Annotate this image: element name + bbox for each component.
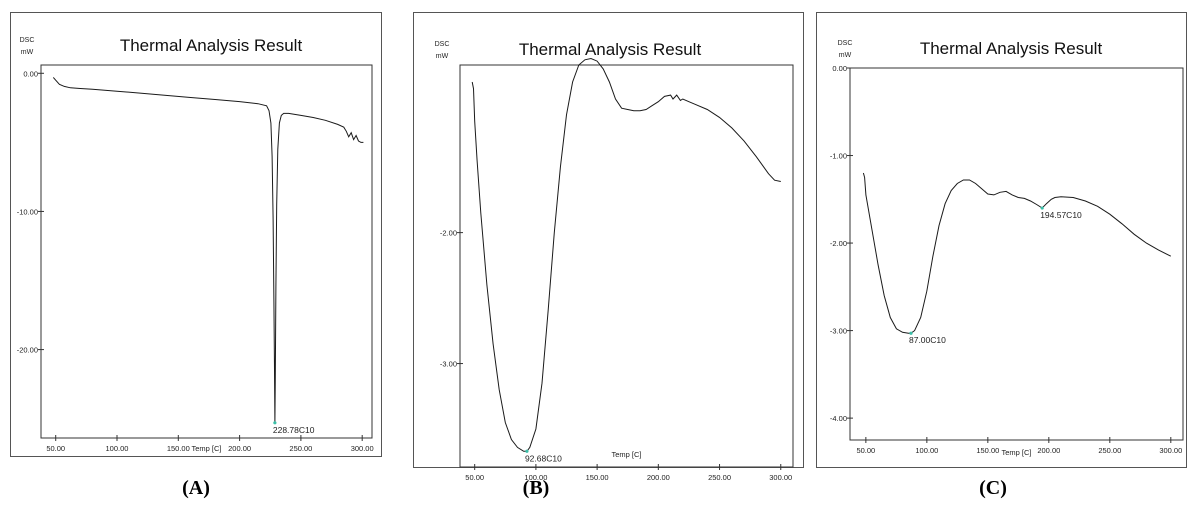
- y-tick-label: -2.00: [830, 239, 847, 248]
- y-tick-label: -10.00: [17, 207, 38, 216]
- peak-marker: [525, 449, 529, 453]
- x-tick-label: 300.00: [769, 473, 792, 482]
- dsc-curve: [471, 57, 781, 452]
- y-axis-unit: mW: [839, 52, 852, 59]
- chart-title: Thermal Analysis Result: [920, 39, 1103, 58]
- dsc-curve: [52, 77, 364, 423]
- y-tick-label: -20.00: [17, 346, 38, 355]
- dsc-chart-b: Thermal Analysis Result DSC mW -2.00 -3.00 50…: [435, 40, 794, 482]
- peak-marker: [273, 421, 277, 425]
- x-axis-label: Temp [C]: [191, 444, 221, 453]
- x-tick-label: 250.00: [289, 444, 312, 453]
- y-axis-label: DSC: [435, 41, 450, 48]
- x-tick-label: 100.00: [915, 446, 938, 455]
- peak-marker: [1040, 206, 1044, 210]
- x-tick-label: 300.00: [351, 444, 374, 453]
- y-tick-label: -1.00: [830, 152, 847, 161]
- x-tick-label: 50.00: [46, 444, 65, 453]
- x-tick-label: 100.00: [106, 444, 129, 453]
- caption-c: (C): [979, 477, 1007, 499]
- dsc-chart-a: Thermal Analysis Result DSC mW 0.00 -10.00 -2…: [17, 36, 374, 453]
- y-axis-unit: mW: [21, 49, 34, 56]
- x-tick-label: 200.00: [647, 473, 670, 482]
- chart-title: Thermal Analysis Result: [120, 36, 303, 55]
- caption-b: (B): [522, 477, 550, 499]
- x-tick-label: 200.00: [1037, 446, 1060, 455]
- chart-panel-c: Thermal Analysis Result DSC mW 0.00 -1.00 -2.…: [816, 12, 1187, 468]
- peak-label: 87.00C10: [909, 335, 946, 345]
- x-tick-label: 300.00: [1159, 446, 1182, 455]
- x-tick-label: 250.00: [708, 473, 731, 482]
- chart-panel-a: Thermal Analysis Result DSC mW 0.00 -10.00 -2…: [10, 12, 382, 457]
- dsc-chart-c: Thermal Analysis Result DSC mW 0.00 -1.00 -2.…: [830, 39, 1184, 457]
- dsc-curve: [862, 172, 1172, 334]
- plot-frame: [40, 64, 373, 439]
- x-tick-label: 150.00: [976, 446, 999, 455]
- plot-frame: [459, 64, 794, 468]
- x-tick-label: 50.00: [465, 473, 484, 482]
- x-tick-label: 100.00: [524, 473, 547, 482]
- x-tick-label: 250.00: [1098, 446, 1121, 455]
- peak-label: 92.68C10: [525, 453, 562, 463]
- y-axis-label: DSC: [20, 37, 35, 44]
- y-tick-label: -4.00: [830, 414, 847, 423]
- chart-title: Thermal Analysis Result: [519, 40, 702, 59]
- peak-label: 228.78C10: [273, 425, 315, 435]
- x-axis-label: Temp [C]: [1001, 448, 1031, 457]
- peak-label: 194.57C10: [1040, 210, 1082, 220]
- y-tick-label: -2.00: [440, 229, 457, 238]
- chart-panel-b: Thermal Analysis Result DSC mW -2.00 -3.00 50…: [413, 12, 804, 482]
- x-tick-label: 50.00: [856, 446, 875, 455]
- plot-frame: [849, 67, 1184, 441]
- x-tick-label: 150.00: [586, 473, 609, 482]
- y-tick-label: -3.00: [830, 327, 847, 336]
- y-tick-label: 0.00: [23, 69, 38, 78]
- y-tick-label: -3.00: [440, 360, 457, 369]
- caption-a: (A): [182, 477, 210, 499]
- y-axis-unit: mW: [436, 53, 449, 60]
- peak-marker: [909, 331, 913, 335]
- y-axis-label: DSC: [838, 40, 853, 47]
- x-tick-label: 150.00: [167, 444, 190, 453]
- x-axis-label: Temp [C]: [611, 450, 641, 459]
- x-tick-label: 200.00: [228, 444, 251, 453]
- y-tick-label: 0.00: [832, 64, 847, 73]
